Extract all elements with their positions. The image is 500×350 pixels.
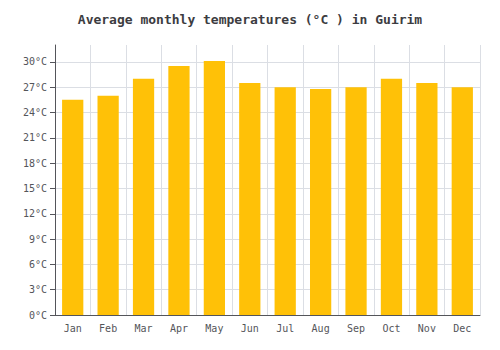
svg-text:Dec: Dec — [453, 323, 471, 334]
svg-text:Jan: Jan — [64, 323, 82, 334]
svg-text:Nov: Nov — [418, 323, 436, 334]
svg-text:30°C: 30°C — [23, 56, 47, 67]
svg-text:27°C: 27°C — [23, 82, 47, 93]
svg-text:Apr: Apr — [170, 323, 188, 334]
svg-text:May: May — [205, 323, 223, 334]
svg-text:Sep: Sep — [347, 323, 365, 334]
svg-text:15°C: 15°C — [23, 183, 47, 194]
svg-text:Oct: Oct — [382, 323, 400, 334]
svg-text:3°C: 3°C — [29, 284, 47, 295]
svg-text:Jul: Jul — [276, 323, 294, 334]
svg-text:0°C: 0°C — [29, 310, 47, 321]
svg-text:Mar: Mar — [135, 323, 153, 334]
svg-text:Feb: Feb — [99, 323, 117, 334]
svg-text:24°C: 24°C — [23, 107, 47, 118]
svg-text:9°C: 9°C — [29, 234, 47, 245]
svg-text:Jun: Jun — [241, 323, 259, 334]
svg-text:12°C: 12°C — [23, 208, 47, 219]
svg-text:18°C: 18°C — [23, 158, 47, 169]
svg-text:Average monthly temperatures (: Average monthly temperatures (°C ) in Gu… — [78, 12, 423, 27]
svg-text:21°C: 21°C — [23, 132, 47, 143]
svg-text:Aug: Aug — [312, 323, 330, 334]
svg-text:6°C: 6°C — [29, 259, 47, 270]
